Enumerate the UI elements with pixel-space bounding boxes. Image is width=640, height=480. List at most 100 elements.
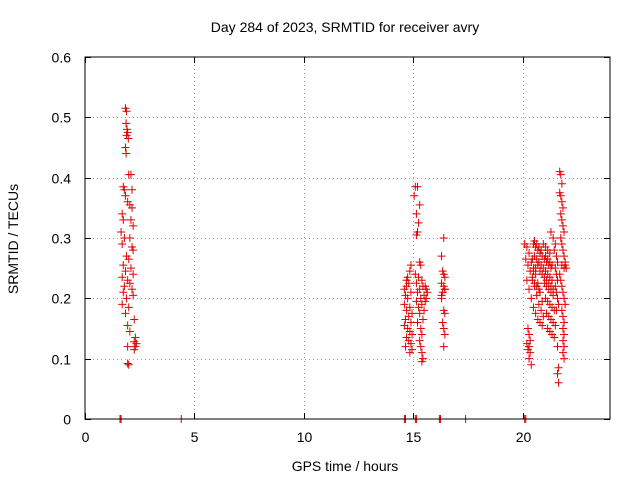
data-point (410, 191, 419, 200)
data-point (121, 191, 130, 200)
x-tick-label: 15 (406, 429, 422, 445)
data-point (414, 303, 423, 312)
y-tick-label: 0.5 (52, 110, 72, 126)
data-point (124, 360, 133, 369)
data-point (122, 149, 131, 158)
data-point (557, 306, 566, 315)
y-tick-label: 0.2 (52, 291, 72, 307)
data-point (412, 279, 421, 288)
data-point (416, 261, 425, 270)
data-point (120, 282, 129, 291)
data-point (400, 300, 409, 309)
data-point (121, 143, 130, 152)
grid-lines (85, 57, 610, 419)
y-axis-title: SRMTID / TECUs (5, 184, 21, 294)
data-point (129, 270, 138, 279)
y-tick-label: 0.6 (52, 50, 72, 66)
y-tick-labels: 0 0.1 0.2 0.3 0.4 0.5 0.6 (52, 50, 72, 428)
data-point (558, 324, 567, 333)
data-point (558, 203, 567, 212)
data-point (526, 348, 535, 357)
data-point (554, 378, 563, 387)
data-point (560, 227, 569, 236)
y-tick-label: 0.1 (52, 352, 72, 368)
chart-title: Day 284 of 2023, SRMTID for receiver avr… (211, 19, 479, 35)
x-tick-label: 10 (297, 429, 313, 445)
data-point (421, 282, 430, 291)
data-point (420, 306, 429, 315)
x-tick-label: 20 (516, 429, 532, 445)
data-point (130, 337, 139, 346)
data-point (556, 209, 565, 218)
y-tick-label: 0.3 (52, 231, 72, 247)
data-point (533, 261, 542, 270)
data-point (123, 342, 132, 351)
data-point (556, 170, 565, 179)
data-point (129, 246, 138, 255)
data-point (537, 306, 546, 315)
data-point (558, 288, 567, 297)
data-point (558, 221, 567, 230)
data-point (527, 360, 536, 369)
data-point (560, 330, 569, 339)
data-point (529, 303, 538, 312)
data-point (119, 261, 128, 270)
data-point (118, 273, 127, 282)
data-point (417, 330, 426, 339)
x-tick-label: 5 (191, 429, 199, 445)
data-point (440, 309, 449, 318)
data-point (124, 303, 133, 312)
data-point (440, 330, 449, 339)
x-axis-title: GPS time / hours (292, 458, 399, 474)
data-point (534, 300, 543, 309)
data-point (119, 288, 128, 297)
data-point (402, 276, 411, 285)
data-point (405, 348, 414, 357)
data-point (412, 209, 421, 218)
data-point (440, 285, 449, 294)
data-point (128, 203, 137, 212)
data-point (413, 182, 422, 191)
data-point (550, 333, 559, 342)
data-point (417, 357, 426, 366)
data-point (126, 264, 135, 273)
data-points (116, 104, 571, 423)
data-point (523, 324, 532, 333)
data-point (401, 315, 410, 324)
data-point (119, 215, 128, 224)
data-point (121, 309, 130, 318)
data-point (558, 312, 567, 321)
data-point (123, 359, 132, 368)
data-point (523, 261, 532, 270)
data-point (125, 327, 134, 336)
x-tick-label: 0 (82, 429, 90, 445)
data-point (439, 342, 448, 351)
data-point (412, 230, 421, 239)
data-point (412, 297, 421, 306)
data-point (525, 249, 534, 258)
axis-ticks (85, 57, 610, 420)
data-point (122, 107, 131, 116)
data-point (413, 318, 422, 327)
data-point (552, 252, 561, 261)
data-point (558, 336, 567, 345)
data-point (117, 227, 126, 236)
data-point (401, 342, 410, 351)
data-point (438, 318, 447, 327)
data-point (549, 234, 558, 242)
x-tick-labels: 0 5 10 15 20 (82, 429, 532, 445)
data-point (416, 324, 425, 333)
data-point (121, 267, 130, 276)
data-point (125, 234, 134, 242)
data-point (124, 255, 133, 264)
data-point (126, 170, 135, 179)
data-point (440, 273, 449, 282)
data-point (551, 321, 560, 330)
data-point (417, 276, 426, 285)
data-point (128, 285, 137, 294)
data-point (406, 261, 415, 270)
data-point (415, 309, 424, 318)
data-point (554, 363, 563, 372)
data-point (561, 300, 570, 309)
